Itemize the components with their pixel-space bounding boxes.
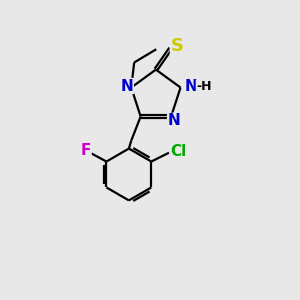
Text: S: S <box>171 37 184 55</box>
Text: N: N <box>121 79 133 94</box>
Text: N: N <box>184 79 197 94</box>
Text: F: F <box>81 143 91 158</box>
Text: N: N <box>168 113 180 128</box>
Text: -H: -H <box>196 80 212 93</box>
Text: Cl: Cl <box>170 144 187 159</box>
